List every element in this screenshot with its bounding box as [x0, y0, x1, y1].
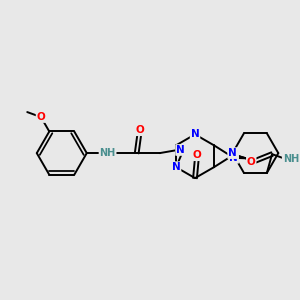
Text: N: N: [172, 162, 181, 172]
Text: N: N: [230, 153, 238, 163]
Text: O: O: [136, 125, 144, 135]
Text: NH: NH: [100, 148, 116, 158]
Text: N: N: [176, 145, 185, 155]
Text: N: N: [228, 148, 237, 158]
Text: S: S: [230, 150, 238, 160]
Text: N: N: [191, 129, 200, 140]
Text: NH: NH: [283, 154, 299, 164]
Text: O: O: [193, 150, 202, 160]
Text: O: O: [37, 112, 45, 122]
Text: O: O: [247, 158, 256, 167]
